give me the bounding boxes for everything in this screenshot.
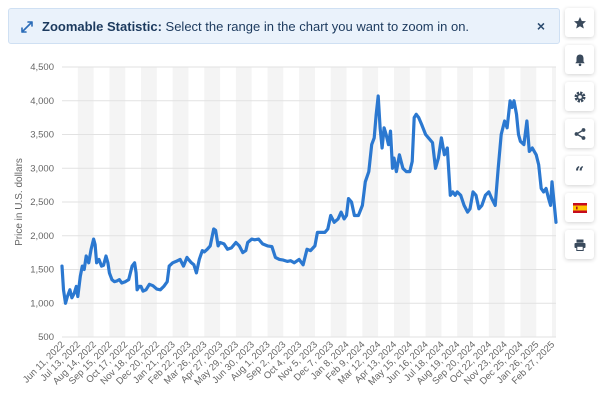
print-button[interactable]: [565, 230, 594, 259]
chart-toolbar: “: [565, 8, 595, 267]
spanish-flag-icon: [572, 202, 587, 213]
y-tick-label: 4,000: [30, 96, 54, 107]
y-tick-label: 1,500: [30, 265, 54, 276]
y-axis-label: Price in U.S. dollars: [14, 158, 25, 246]
banner-message: Zoomable Statistic: Select the range in …: [42, 19, 469, 35]
y-tick-label: 500: [38, 332, 54, 343]
y-tick-label: 2,000: [30, 231, 54, 242]
settings-button[interactable]: [565, 82, 594, 111]
share-button[interactable]: [565, 119, 594, 148]
price-series-line: [60, 94, 558, 305]
bell-icon: [574, 54, 585, 66]
zoom-info-banner: Zoomable Statistic: Select the range in …: [8, 8, 560, 44]
y-tick-label: 3,000: [30, 163, 54, 174]
language-button[interactable]: [565, 193, 594, 222]
close-banner-button[interactable]: ×: [536, 18, 546, 34]
cite-button[interactable]: “: [565, 156, 594, 185]
print-icon: [574, 239, 585, 251]
chart-area[interactable]: 500 1,000 1,500 2,000 2,500 3,000 3,500 4,000 4,…: [0, 50, 562, 405]
y-tick-label: 2,500: [30, 197, 54, 208]
banner-description: Select the range in the chart you want t…: [161, 19, 470, 34]
expand-arrows-icon: [21, 21, 33, 33]
y-tick-label: 1,000: [30, 298, 54, 309]
quote-icon: “: [574, 162, 585, 182]
price-line-chart[interactable]: 500 1,000 1,500 2,000 2,500 3,000 3,500 4,000 4,…: [0, 50, 562, 405]
favorite-button[interactable]: [565, 8, 594, 37]
share-icon: [574, 127, 585, 140]
gear-icon: [574, 91, 585, 102]
star-icon: [573, 16, 586, 28]
notification-button[interactable]: [565, 45, 594, 74]
y-tick-label: 3,500: [30, 130, 54, 141]
banner-title: Zoomable Statistic:: [42, 19, 162, 34]
y-tick-label: 4,500: [30, 62, 54, 73]
